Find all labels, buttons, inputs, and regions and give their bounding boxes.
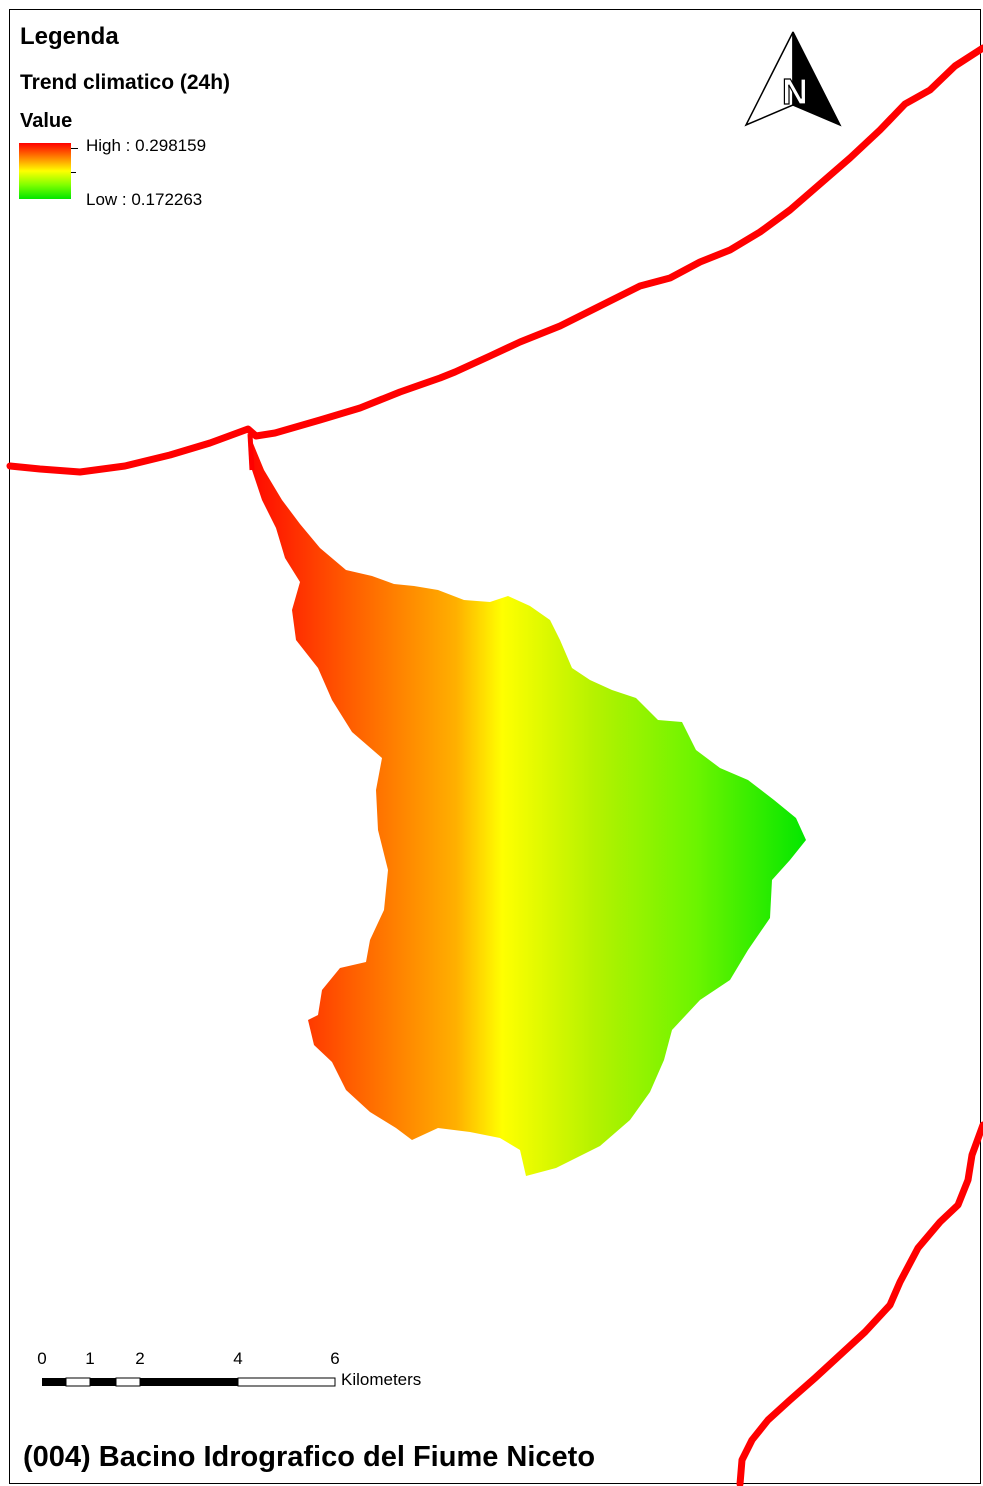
- scale-tick-label: 0: [37, 1349, 47, 1368]
- legend-low-label: Low : 0.172263: [86, 190, 203, 209]
- scale-tick-label: 1: [85, 1349, 95, 1368]
- north-arrow-letter: N: [782, 71, 808, 112]
- north-arrow-icon: N: [744, 31, 842, 127]
- scale-tick-label: 6: [330, 1349, 340, 1368]
- legend-field-name: Value: [20, 110, 73, 132]
- legend-high-label: High : 0.298159: [86, 136, 207, 155]
- scale-unit-label: Kilometers: [341, 1370, 422, 1389]
- boundary-line-junction: [247, 433, 255, 471]
- boundary-line-southeast: [736, 1121, 983, 1486]
- legend-title: Legenda: [20, 23, 119, 50]
- map-frame: [9, 9, 981, 1484]
- boundary-line-north: [6, 44, 983, 476]
- legend-tick-high: [71, 148, 78, 149]
- scale-tick-label: 4: [233, 1349, 243, 1368]
- scale-tick-label: 2: [135, 1349, 145, 1368]
- map-title: (004) Bacino Idrografico del Fiume Nicet…: [23, 1441, 596, 1473]
- legend-layer-name: Trend climatico (24h): [20, 71, 231, 94]
- basin-area: [250, 436, 806, 1176]
- scale-bar: [42, 1377, 336, 1387]
- legend-tick-mid: [71, 172, 76, 173]
- legend-color-ramp: [19, 143, 71, 199]
